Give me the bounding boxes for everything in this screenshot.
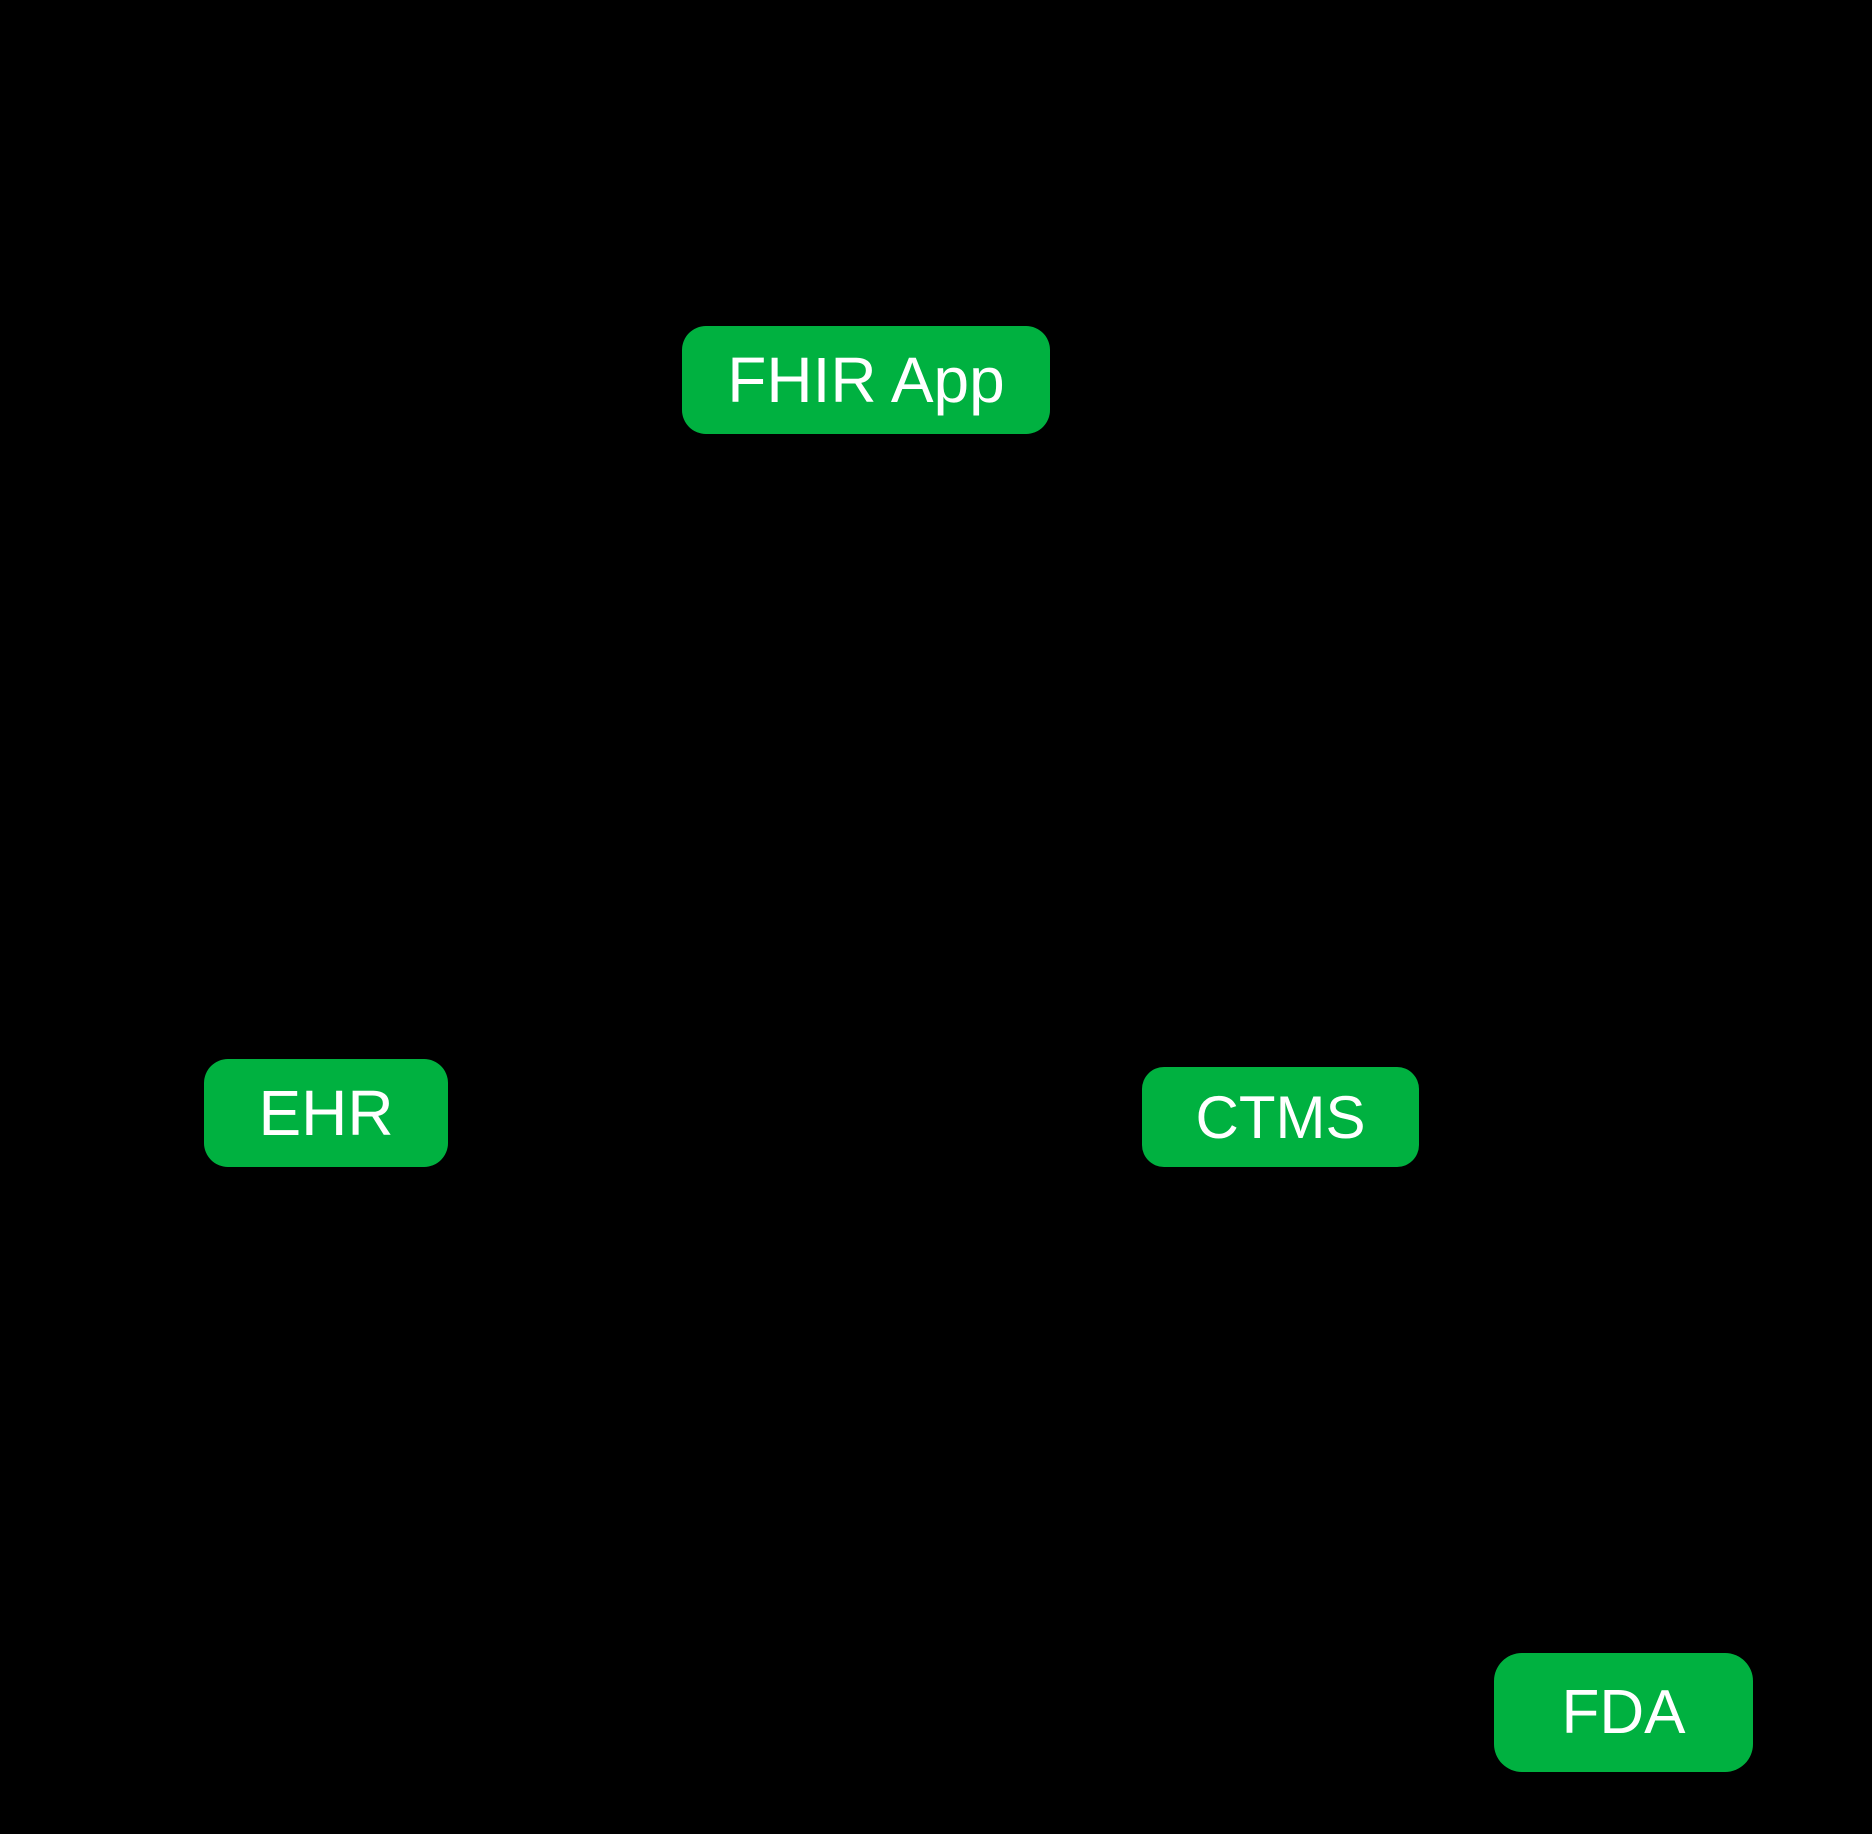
node-label: EHR — [258, 1076, 393, 1150]
node-label: FDA — [1562, 1677, 1686, 1748]
node-ehr: EHR — [204, 1059, 448, 1167]
node-label: CTMS — [1196, 1083, 1366, 1152]
node-ctms: CTMS — [1142, 1067, 1419, 1167]
node-label: FHIR App — [727, 343, 1004, 417]
node-fda: FDA — [1494, 1653, 1753, 1772]
node-fhir-app: FHIR App — [682, 326, 1050, 434]
